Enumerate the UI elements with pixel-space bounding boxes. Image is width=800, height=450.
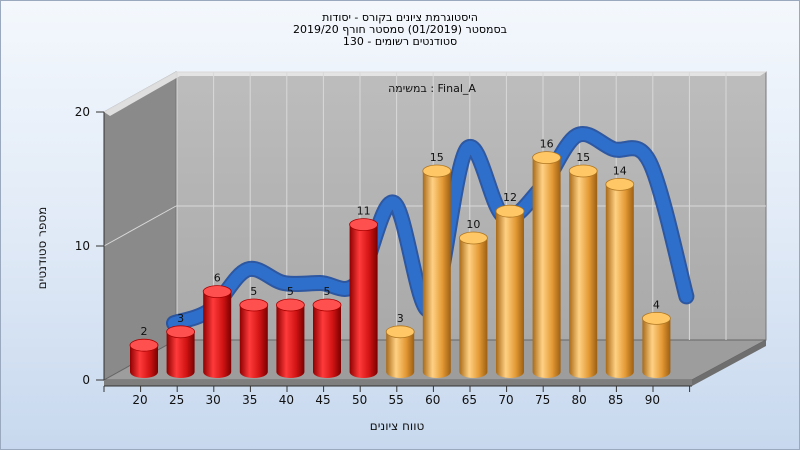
y-axis-label: מספר סטודנטים (35, 207, 49, 290)
bar-cap (458, 231, 488, 245)
bar-value-label: 15 (576, 151, 590, 164)
bar-cap (275, 298, 305, 312)
bar-value-label: 6 (214, 272, 221, 285)
x-tick-label: 45 (315, 393, 330, 407)
chart-title-line-1: היסטוגרמת ציונים בקורס - יסודות (322, 11, 478, 24)
bar (642, 311, 671, 378)
bar (422, 164, 452, 378)
bar-body (422, 171, 451, 378)
bar-cap (532, 151, 561, 165)
x-tick-label: 75 (535, 393, 550, 407)
bar (568, 164, 598, 378)
bar-value-label: 15 (430, 151, 444, 164)
bar-value-label: 2 (141, 325, 148, 338)
bar (239, 298, 269, 378)
bar-value-label: 5 (250, 285, 257, 298)
bar-cap (239, 298, 269, 312)
bar-cap (349, 218, 379, 232)
bar-body (130, 345, 158, 378)
bar-value-label: 14 (613, 164, 627, 177)
bar-body (496, 211, 524, 378)
bar-value-label: 16 (540, 138, 554, 151)
bar-cap (385, 325, 415, 339)
x-tick-label: 85 (608, 393, 623, 407)
bar (349, 218, 379, 378)
bar-body (239, 305, 268, 378)
gridline-left (103, 205, 177, 247)
bar-body (276, 305, 305, 378)
chart-title-line-2: בסמסטר (01/2019) סמסטר חורף 2019/20 (293, 23, 507, 36)
x-tick-label: 65 (462, 393, 477, 407)
chart-annotation: במשימה : Final_A (388, 82, 476, 95)
y-tick-label: 10 (75, 239, 90, 253)
bar-value-label: 12 (503, 191, 517, 204)
x-axis-label: טווח ציונים (370, 419, 425, 433)
bar-body (386, 331, 415, 378)
x-tick-label: 40 (279, 393, 294, 407)
x-tick-label: 90 (645, 393, 660, 407)
x-tick-label: 70 (498, 393, 513, 407)
bar-value-label: 3 (177, 312, 184, 325)
bar-cap (568, 164, 598, 178)
bar (312, 298, 342, 378)
x-tick-label: 80 (572, 393, 587, 407)
floor-side-edge (692, 340, 766, 386)
y-tick-label: 20 (75, 105, 90, 119)
x-tick-label: 50 (352, 393, 367, 407)
bar (532, 151, 561, 378)
bar-cap (422, 164, 452, 178)
x-tick-label: 60 (425, 393, 440, 407)
chart-title-line-3: סטודנטים רשומים - 130 (342, 35, 458, 48)
bar (458, 231, 488, 378)
x-tick-label: 25 (169, 393, 184, 407)
gridline-left (103, 71, 177, 113)
bar-body (605, 184, 634, 378)
bar (202, 285, 232, 378)
bar-cap (495, 204, 525, 218)
bar-body (642, 318, 671, 378)
bar (605, 177, 635, 378)
y-tick-label: 0 (82, 373, 90, 387)
x-tick-label: 30 (206, 393, 221, 407)
floor-edge (104, 380, 692, 386)
bar-body (569, 171, 598, 378)
bar (129, 338, 159, 378)
bar-cap (312, 298, 342, 312)
bar-layer: 2 3 6 5 5 5 11 3 15 10 12 16 15 14 4 (129, 138, 671, 378)
bar-value-label: 11 (357, 205, 371, 218)
bar-body (313, 305, 341, 378)
bar (495, 204, 525, 378)
bar-value-label: 5 (324, 285, 331, 298)
bar-value-label: 10 (466, 218, 480, 231)
bar (275, 298, 305, 378)
bar-body (166, 331, 195, 378)
bar-cap (166, 325, 196, 339)
top-rim (104, 72, 766, 116)
bar-value-label: 5 (287, 285, 294, 298)
bar-cap (129, 338, 159, 352)
bar-body (349, 224, 378, 378)
x-tick-label: 35 (242, 393, 257, 407)
bar-cap (202, 285, 232, 299)
x-tick-label: 20 (132, 393, 147, 407)
bar-value-label: 3 (397, 312, 404, 325)
bar-body (459, 238, 488, 378)
bar-value-label: 4 (653, 298, 660, 311)
bar (385, 325, 415, 378)
bar-body (532, 157, 561, 378)
bar (166, 325, 196, 378)
x-tick-label: 55 (389, 393, 404, 407)
bar-body (203, 291, 232, 378)
bar-cap (605, 177, 635, 191)
bar-cap (642, 311, 671, 325)
